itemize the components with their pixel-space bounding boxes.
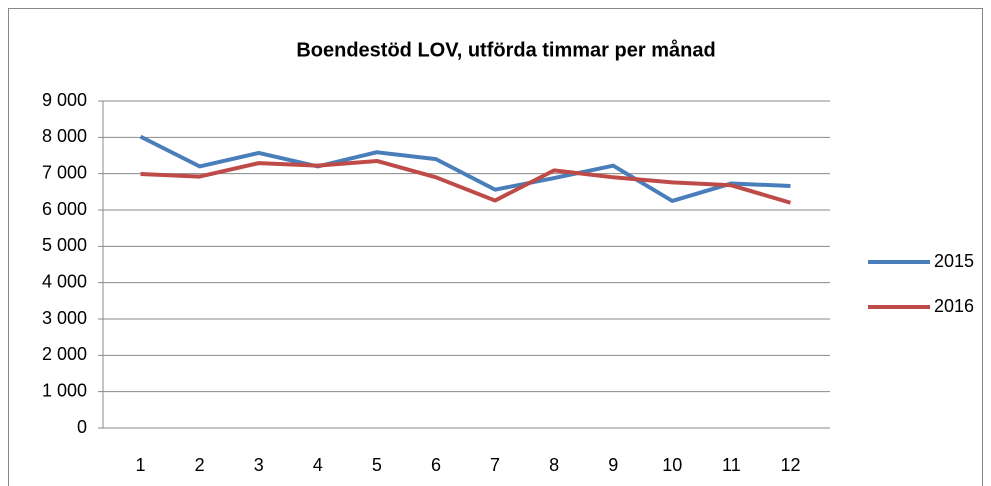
- y-tick-label: 0: [77, 417, 87, 437]
- chart-border: [8, 8, 983, 486]
- legend-label: 2015: [934, 251, 974, 271]
- series-line: [140, 158, 792, 205]
- x-tick-label: 6: [431, 455, 441, 475]
- y-tick-label: 5 000: [42, 235, 87, 255]
- x-tick-label: 4: [313, 455, 323, 475]
- x-tick-label: 5: [372, 455, 382, 475]
- y-tick-label: 8 000: [42, 126, 87, 146]
- series-line: [139, 134, 791, 203]
- x-tick-label: 12: [780, 455, 800, 475]
- chart-title: Boendestöd LOV, utförda timmar per månad: [296, 38, 715, 61]
- x-tick-label: 2: [195, 455, 205, 475]
- y-tick-label: 3 000: [42, 308, 87, 328]
- y-tick-label: 6 000: [42, 199, 87, 219]
- x-tick-label: 8: [549, 455, 559, 475]
- x-tick-label: 11: [722, 455, 741, 475]
- y-tick-label: 4 000: [42, 271, 87, 291]
- y-tick-label: 7 000: [42, 162, 87, 182]
- y-tick-label: 2 000: [42, 344, 87, 364]
- legend-label: 2016: [934, 296, 974, 316]
- y-tick-label: 1 000: [42, 380, 87, 400]
- y-tick-label: 9 000: [42, 90, 87, 110]
- x-tick-label: 3: [254, 455, 264, 475]
- x-tick-label: 7: [490, 455, 500, 475]
- x-tick-label: 10: [662, 455, 682, 475]
- x-tick-label: 9: [608, 455, 618, 475]
- x-tick-label: 1: [136, 455, 146, 475]
